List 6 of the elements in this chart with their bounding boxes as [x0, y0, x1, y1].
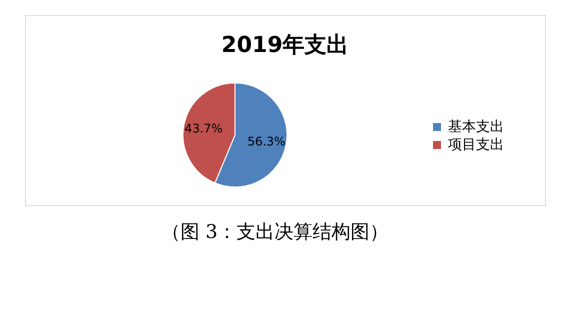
text: （图 3：支出决算结构图）: [161, 221, 389, 243]
legend-label: 项目支出: [448, 137, 504, 153]
data-label: 56.3%: [247, 134, 286, 148]
legend-label: 基本支出: [448, 119, 504, 135]
data-label: 43.7%: [184, 122, 223, 136]
chart-title: 2019年支出: [221, 33, 349, 58]
